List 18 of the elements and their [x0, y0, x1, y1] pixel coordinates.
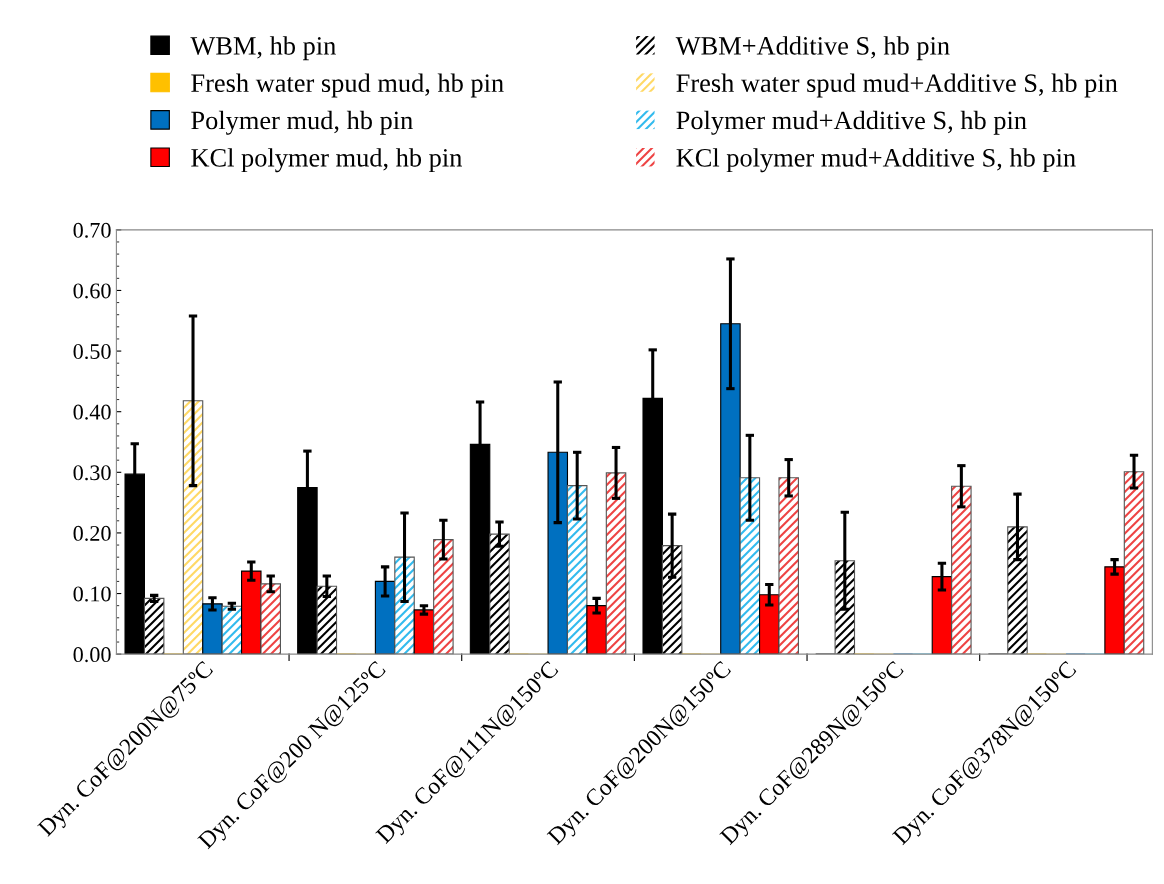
bar — [413, 609, 435, 655]
y-tick-label: 0.70 — [73, 222, 111, 238]
y-tick-label: 0.00 — [73, 647, 111, 663]
legend-label: KCl polymer mud, hb pin — [191, 148, 462, 173]
y-tick-label: 0.60 — [73, 283, 111, 299]
y-tick-label: 0.10 — [73, 586, 111, 602]
legend-label: Fresh water spud mud+Additive S, hb pin — [676, 73, 1118, 98]
bar — [202, 603, 223, 655]
legend-label: WBM, hb pin — [190, 36, 336, 61]
y-tick-label: 0.20 — [73, 525, 111, 541]
legend-label: Polymer mud+Additive S, hb pin — [676, 110, 1027, 135]
legend-label: WBM+Additive S, hb pin — [675, 36, 950, 61]
y-tick-label: 0.30 — [73, 465, 111, 481]
y-tick-label: 0.50 — [73, 344, 111, 360]
legend-label: Polymer mud, hb pin — [191, 110, 413, 135]
legend-label: KCl polymer mud+Additive S, hb pin — [676, 148, 1076, 173]
y-tick-label: 0.40 — [73, 404, 111, 420]
legend-label: Fresh water spud mud, hb pin — [191, 73, 504, 98]
